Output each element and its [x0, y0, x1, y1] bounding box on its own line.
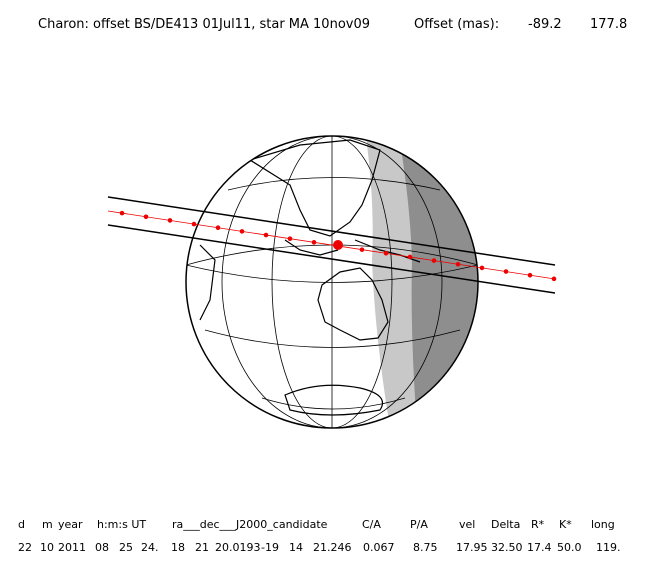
- event-table: d m year h:m:s UT ra___dec___J2000_candidate…: [18, 518, 621, 554]
- cell: 8.75: [413, 541, 438, 554]
- path-dot: [287, 236, 293, 241]
- path-dot: [455, 261, 461, 267]
- path-dot: [263, 232, 269, 238]
- cell: 08: [95, 541, 109, 554]
- cell: 14: [289, 541, 303, 554]
- cell: -19: [261, 541, 279, 554]
- cell: 2011: [58, 541, 86, 554]
- cell: 32.50: [491, 541, 523, 554]
- column-header: vel: [459, 518, 475, 531]
- title: Charon: offset BS/DE413 01Jul11, star MA…: [38, 17, 370, 32]
- path-dot: [551, 276, 557, 282]
- cell: 17.95: [456, 541, 488, 554]
- cell: 21.246: [313, 541, 352, 554]
- offset-y: 177.8: [590, 17, 627, 32]
- path-dot: [359, 247, 365, 252]
- path-dot: [431, 258, 437, 263]
- column-header: d: [18, 518, 25, 531]
- column-header: h:m:s UT: [97, 518, 146, 531]
- shadow-path: [107, 196, 557, 294]
- path-dot: [143, 214, 149, 220]
- cell: 10: [40, 541, 54, 554]
- offset-label: Offset (mas):: [414, 17, 499, 32]
- path-dot: [407, 254, 413, 260]
- cell: 24.: [141, 541, 159, 554]
- cell: 50.0: [557, 541, 582, 554]
- cell: 22: [18, 541, 32, 554]
- column-header: P/A: [410, 518, 428, 531]
- column-header: ra___dec___J2000_candidate: [172, 518, 328, 531]
- column-header: m: [42, 518, 53, 531]
- path-dot: [479, 265, 485, 271]
- path-dot: [167, 218, 173, 223]
- path-dot: [119, 210, 125, 216]
- column-header: long: [591, 518, 615, 531]
- path-dot: [383, 250, 389, 256]
- cell: 21: [195, 541, 209, 554]
- column-header: K*: [559, 518, 572, 531]
- cell: 0.067: [363, 541, 395, 554]
- cell: 17.4: [527, 541, 552, 554]
- cell: 18: [171, 541, 185, 554]
- column-header: C/A: [362, 518, 381, 531]
- path-dot: [503, 269, 509, 274]
- cell: 20.0193: [215, 541, 261, 554]
- path-dot: [215, 225, 221, 231]
- offset-x: -89.2: [528, 17, 562, 32]
- path-dot: [527, 272, 533, 278]
- path-dot: [311, 240, 317, 245]
- column-header: year: [58, 518, 83, 531]
- column-header: R*: [531, 518, 545, 531]
- globe: [185, 135, 479, 429]
- column-header: Delta: [491, 518, 520, 531]
- path-dot: [239, 229, 245, 234]
- cell: 119.: [596, 541, 621, 554]
- cell: 25: [119, 541, 133, 554]
- path-dot: [191, 221, 197, 227]
